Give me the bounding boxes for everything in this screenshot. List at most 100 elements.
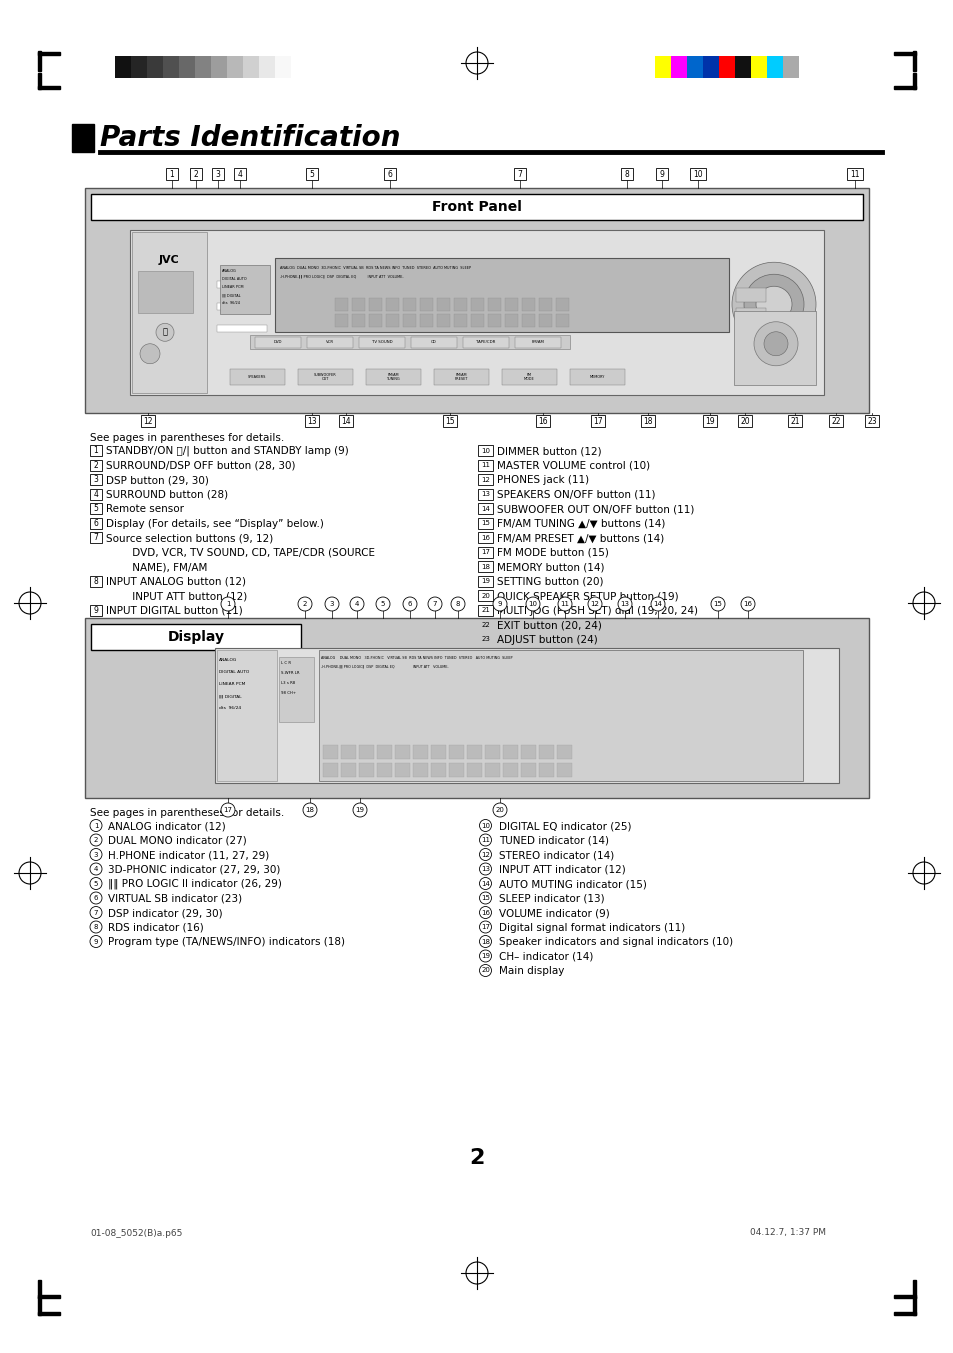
- Text: Main display: Main display: [498, 966, 564, 976]
- Text: SPEAKERS ON/OFF button (11): SPEAKERS ON/OFF button (11): [497, 490, 655, 499]
- Text: 10: 10: [480, 448, 490, 453]
- Bar: [569, 369, 624, 386]
- Text: ‖‖ DIGITAL: ‖‖ DIGITAL: [222, 294, 240, 298]
- Bar: [557, 746, 572, 759]
- Text: FM
MODE: FM MODE: [523, 372, 534, 382]
- Bar: [338, 415, 353, 428]
- Bar: [520, 763, 536, 777]
- Text: 10: 10: [480, 823, 490, 828]
- Bar: [912, 73, 915, 89]
- Bar: [216, 303, 267, 310]
- Text: 23: 23: [480, 636, 490, 643]
- Text: AUTO MUTING indicator (15): AUTO MUTING indicator (15): [498, 879, 646, 889]
- Bar: [640, 415, 655, 428]
- Text: DSP button (29, 30): DSP button (29, 30): [106, 475, 209, 484]
- Text: 15: 15: [445, 417, 455, 425]
- Bar: [190, 168, 202, 180]
- Bar: [243, 55, 258, 78]
- Text: 13: 13: [480, 491, 490, 497]
- Bar: [477, 503, 493, 514]
- Text: 2: 2: [93, 838, 98, 843]
- Circle shape: [451, 597, 464, 612]
- Text: MULTI JOG (PUSH SET) dial (19, 20, 24): MULTI JOG (PUSH SET) dial (19, 20, 24): [497, 606, 698, 616]
- Text: MEMORY: MEMORY: [589, 375, 604, 379]
- Circle shape: [90, 935, 102, 947]
- Text: FM MODE button (15): FM MODE button (15): [497, 548, 608, 557]
- Text: 17: 17: [480, 924, 490, 930]
- Circle shape: [479, 907, 491, 919]
- Text: -H.PHONE-‖‖ PRO LOGIC‖  DSP  DIGITAL EQ                INPUT ATT   VOLUME-: -H.PHONE-‖‖ PRO LOGIC‖ DSP DIGITAL EQ IN…: [320, 664, 448, 668]
- Circle shape: [140, 344, 160, 364]
- Text: 13: 13: [307, 417, 316, 425]
- Text: 19: 19: [480, 578, 490, 584]
- Bar: [38, 73, 41, 89]
- Text: 7: 7: [433, 601, 436, 607]
- Text: 17: 17: [223, 806, 233, 813]
- Bar: [442, 415, 456, 428]
- Text: 14: 14: [341, 417, 351, 425]
- Text: 6: 6: [407, 601, 412, 607]
- Circle shape: [297, 597, 312, 612]
- Bar: [90, 605, 102, 616]
- Bar: [90, 445, 102, 456]
- Text: MASTER VOLUME control (10): MASTER VOLUME control (10): [497, 460, 649, 471]
- Circle shape: [325, 597, 338, 612]
- Text: LINEAR PCM: LINEAR PCM: [219, 682, 245, 686]
- Bar: [369, 298, 381, 311]
- Bar: [477, 488, 493, 499]
- Bar: [702, 415, 717, 428]
- Bar: [90, 517, 102, 529]
- Text: 8: 8: [93, 576, 98, 586]
- Bar: [556, 298, 568, 311]
- Bar: [655, 55, 670, 78]
- Text: CD: CD: [431, 340, 436, 344]
- Bar: [590, 415, 604, 428]
- Bar: [90, 488, 102, 499]
- Bar: [766, 55, 782, 78]
- Text: 4: 4: [93, 866, 98, 871]
- Text: 18: 18: [480, 939, 490, 944]
- Text: 5: 5: [309, 169, 314, 179]
- Text: Speaker indicators and signal indicators (10): Speaker indicators and signal indicators…: [498, 938, 732, 947]
- Text: 3: 3: [330, 601, 334, 607]
- Text: Display: Display: [168, 630, 224, 644]
- Bar: [138, 271, 193, 313]
- Text: INPUT ANALOG button (12): INPUT ANALOG button (12): [106, 576, 246, 586]
- Bar: [467, 746, 481, 759]
- Bar: [340, 763, 355, 777]
- Bar: [91, 193, 862, 221]
- Text: 11: 11: [480, 838, 490, 843]
- Text: 12: 12: [480, 851, 490, 858]
- Text: Digital signal format indicators (11): Digital signal format indicators (11): [498, 923, 684, 932]
- Circle shape: [479, 848, 491, 861]
- Bar: [369, 314, 381, 327]
- Text: Front Panel: Front Panel: [432, 200, 521, 214]
- Bar: [216, 325, 267, 331]
- Circle shape: [710, 597, 724, 612]
- Bar: [912, 1298, 915, 1315]
- Text: 01-08_5052(B)a.p65: 01-08_5052(B)a.p65: [90, 1229, 182, 1238]
- Bar: [702, 55, 719, 78]
- Bar: [735, 348, 765, 363]
- Text: -H.PHONE-‖‖ PRO LOGIC‖  DSP  DIGITAL EQ          INPUT ATT  VOLUME-: -H.PHONE-‖‖ PRO LOGIC‖ DSP DIGITAL EQ IN…: [280, 275, 403, 279]
- Text: 8: 8: [93, 924, 98, 930]
- Text: DUAL MONO indicator (27): DUAL MONO indicator (27): [108, 836, 247, 846]
- Text: 3: 3: [215, 169, 220, 179]
- Bar: [419, 314, 433, 327]
- Bar: [557, 763, 572, 777]
- Text: 1: 1: [93, 446, 98, 455]
- Bar: [90, 474, 102, 484]
- Bar: [141, 415, 154, 428]
- Bar: [782, 55, 799, 78]
- Circle shape: [558, 597, 572, 612]
- Text: 19: 19: [355, 806, 364, 813]
- Bar: [462, 337, 509, 348]
- Text: MEMORY button (14): MEMORY button (14): [497, 561, 604, 572]
- Bar: [735, 327, 765, 342]
- Text: FM/AM PRESET ▲/▼ buttons (14): FM/AM PRESET ▲/▼ buttons (14): [497, 533, 663, 543]
- Bar: [477, 532, 493, 543]
- Bar: [90, 575, 102, 586]
- Bar: [484, 763, 499, 777]
- Text: 5: 5: [380, 601, 385, 607]
- Bar: [212, 168, 224, 180]
